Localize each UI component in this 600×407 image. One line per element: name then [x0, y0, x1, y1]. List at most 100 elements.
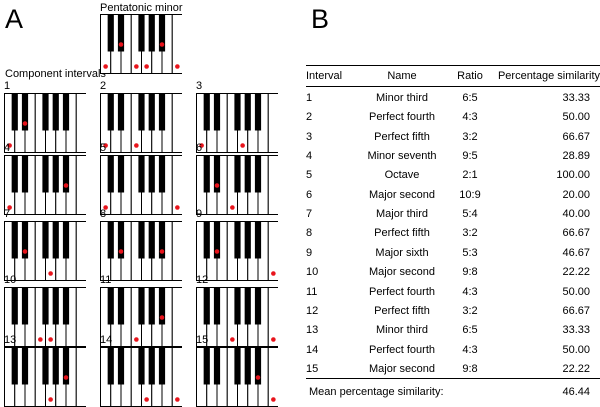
white-key: [267, 287, 278, 347]
cell-ratio: 9:8: [462, 363, 478, 375]
black-key: [107, 221, 114, 259]
mean-value: 46.44: [562, 386, 590, 398]
interval-keyboard: [196, 155, 278, 215]
black-key: [203, 287, 210, 325]
black-key: [42, 93, 49, 131]
note-dot: [103, 64, 108, 69]
interval-number-label: 15: [196, 334, 209, 346]
table-rule: [306, 86, 600, 87]
interval-number-label: 7: [4, 208, 11, 220]
black-key: [62, 93, 70, 131]
note-dot: [118, 42, 124, 47]
cell-interval: 3: [306, 131, 313, 143]
interval-number-label: 14: [100, 334, 113, 346]
black-key: [117, 347, 125, 385]
cell-similarity: 33.33: [562, 92, 590, 104]
black-key: [148, 14, 155, 52]
black-key: [213, 221, 221, 259]
table-rule: [306, 65, 600, 66]
cell-name: Major second: [368, 266, 436, 278]
note-dot: [175, 205, 180, 210]
cell-ratio: 5:4: [462, 208, 478, 220]
note-dot: [159, 315, 165, 320]
black-key: [148, 221, 155, 259]
black-key: [138, 14, 145, 52]
black-key: [52, 347, 59, 385]
note-dot: [7, 205, 12, 210]
cell-name: Perfect fifth: [374, 131, 430, 143]
cell-name: Major sixth: [375, 247, 429, 259]
black-key: [62, 347, 70, 385]
note-dot: [48, 337, 53, 342]
black-key: [244, 221, 251, 259]
interval-number-label: 3: [196, 80, 203, 92]
cell-interval: 8: [306, 227, 313, 239]
cell-name: Perfect fifth: [374, 227, 430, 239]
black-key: [158, 347, 166, 385]
black-key: [117, 93, 125, 131]
cell-name: Major second: [368, 189, 436, 201]
black-key: [158, 287, 166, 325]
cell-ratio: 9:5: [462, 150, 478, 162]
interval-number-label: 6: [196, 142, 203, 154]
black-key: [234, 347, 241, 385]
black-key: [158, 155, 166, 193]
black-key: [11, 221, 18, 259]
note-dot: [103, 205, 108, 210]
cell-name: Perfect fourth: [368, 344, 436, 356]
interval-keyboard: [100, 155, 182, 215]
note-dot: [144, 64, 149, 69]
black-key: [62, 287, 70, 325]
cell-ratio: 4:3: [462, 344, 478, 356]
black-key: [254, 221, 262, 259]
white-key: [75, 287, 86, 347]
note-dot: [22, 121, 28, 126]
black-key: [21, 347, 29, 385]
note-dot: [134, 64, 139, 69]
black-key: [138, 155, 145, 193]
cell-similarity: 50.00: [562, 344, 590, 356]
black-key: [107, 347, 114, 385]
black-key: [234, 93, 241, 131]
cell-interval: 11: [306, 286, 318, 298]
note-dot: [271, 271, 276, 276]
white-key: [75, 347, 86, 407]
note-dot: [63, 183, 69, 188]
black-key: [11, 347, 18, 385]
white-key: [171, 14, 182, 74]
interval-number-label: 9: [196, 208, 203, 220]
black-key: [117, 14, 125, 52]
black-key: [158, 14, 166, 52]
note-dot: [159, 249, 165, 254]
note-dot: [271, 337, 276, 342]
black-key: [148, 347, 155, 385]
cell-name: Minor seventh: [367, 150, 437, 162]
cell-interval: 12: [306, 305, 319, 317]
note-dot: [199, 143, 204, 148]
black-key: [244, 347, 251, 385]
black-key: [107, 287, 114, 325]
white-key: [171, 93, 182, 153]
interval-keyboard: [196, 221, 278, 281]
cell-ratio: 3:2: [462, 305, 478, 317]
cell-similarity: 66.67: [562, 227, 590, 239]
black-key: [52, 287, 59, 325]
black-key: [138, 287, 145, 325]
white-key: [267, 221, 278, 281]
note-dot: [134, 337, 139, 342]
black-key: [254, 93, 262, 131]
header-interval: Interval: [306, 70, 343, 82]
black-key: [117, 221, 125, 259]
cell-similarity: 66.67: [562, 131, 590, 143]
black-key: [42, 347, 49, 385]
cell-ratio: 3:2: [462, 131, 478, 143]
cell-name: Perfect fourth: [368, 111, 436, 123]
black-key: [62, 221, 70, 259]
cell-name: Minor third: [376, 324, 428, 336]
cell-interval: 5: [306, 169, 313, 181]
black-key: [244, 287, 251, 325]
black-key: [158, 93, 166, 131]
cell-name: Perfect fifth: [374, 305, 430, 317]
black-key: [234, 155, 241, 193]
note-dot: [271, 397, 276, 402]
